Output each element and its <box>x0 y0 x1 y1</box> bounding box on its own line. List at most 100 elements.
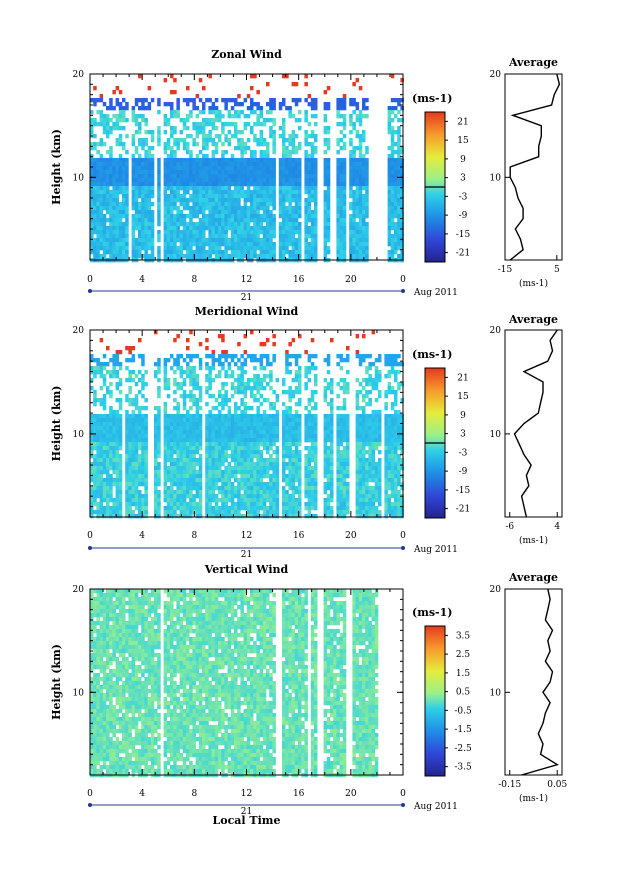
heatmap-cell <box>391 206 395 210</box>
heatmap-cell <box>176 234 180 238</box>
heatmap-cell <box>205 402 209 406</box>
heatmap-cell <box>237 242 241 246</box>
heatmap-cell <box>215 458 219 462</box>
heatmap-cell <box>176 386 180 390</box>
heatmap-cell <box>349 122 353 126</box>
heatmap-cell <box>173 430 177 434</box>
heatmap-cell <box>186 414 190 418</box>
heatmap-cell <box>192 446 196 450</box>
heatmap-cell <box>125 254 129 258</box>
heatmap-cell <box>93 178 97 182</box>
heatmap-cell <box>215 414 219 418</box>
heatmap-cell <box>282 250 286 254</box>
heatmap-cell <box>272 470 276 474</box>
heatmap-cell <box>103 450 107 454</box>
heatmap-cell <box>253 238 257 242</box>
heatmap-cell <box>308 162 312 166</box>
heatmap-cell <box>295 250 299 254</box>
heatmap-cell <box>292 422 296 426</box>
heatmap-cell <box>173 398 177 402</box>
heatmap-cell <box>221 394 225 398</box>
heatmap-cell <box>240 354 244 358</box>
heatmap-cell <box>247 182 251 186</box>
heatmap-cell <box>256 494 260 498</box>
heatmap-cell <box>122 146 126 150</box>
heatmap-cell <box>221 482 225 486</box>
heatmap-cell <box>276 430 280 434</box>
heatmap-cell <box>356 102 360 106</box>
heatmap-cell <box>103 230 107 234</box>
heatmap-cell <box>196 134 200 138</box>
heatmap-cell <box>292 190 296 194</box>
heatmap-cell <box>359 222 363 226</box>
heatmap-cell <box>189 242 193 246</box>
heatmap-cell <box>132 442 136 446</box>
heatmap-cell <box>247 122 251 126</box>
heatmap-cell <box>349 194 353 198</box>
heatmap-cell <box>247 174 251 178</box>
heatmap-cell <box>100 466 104 470</box>
heatmap-cell <box>260 142 264 146</box>
heatmap-cell <box>202 130 206 134</box>
heatmap-cell <box>260 110 264 114</box>
heatmap-cell <box>109 422 113 426</box>
heatmap-cell <box>244 438 248 442</box>
heatmap-cell <box>311 174 315 178</box>
heatmap-cell <box>397 234 401 238</box>
heatmap-cell <box>221 226 225 230</box>
heatmap-cell <box>343 238 347 242</box>
heatmap-cell <box>311 490 315 494</box>
heatmap-cell <box>224 446 228 450</box>
heatmap-cell <box>327 142 331 146</box>
heatmap-cell <box>109 126 113 130</box>
heatmap-cell <box>164 166 168 170</box>
heatmap-cell <box>237 158 241 162</box>
heatmap-cell <box>199 486 203 490</box>
heatmap-cell <box>391 130 395 134</box>
heatmap-cell <box>314 454 318 458</box>
heatmap-cell <box>237 166 241 170</box>
heatmap-cell <box>189 166 193 170</box>
heatmap-cell <box>263 366 267 370</box>
heatmap-cell <box>340 186 344 190</box>
heatmap-cell <box>112 222 116 226</box>
heatmap-cell <box>125 234 129 238</box>
heatmap-cell <box>125 486 129 490</box>
heatmap-cell <box>186 338 190 342</box>
heatmap-cell <box>336 230 340 234</box>
heatmap-cell <box>285 478 289 482</box>
heatmap-cell <box>327 250 331 254</box>
heatmap-cell <box>324 206 328 210</box>
heatmap-cell <box>263 118 267 122</box>
heatmap-cell <box>327 450 331 454</box>
heatmap-cell <box>272 98 276 102</box>
heatmap-cell <box>308 354 312 358</box>
heatmap-cell <box>237 478 241 482</box>
heatmap-cell <box>183 118 187 122</box>
heatmap-cell <box>336 150 340 154</box>
heatmap-cell <box>164 234 168 238</box>
heatmap-cell <box>266 242 270 246</box>
heatmap-cell <box>119 102 123 106</box>
heatmap-cell <box>180 234 184 238</box>
heatmap-cell <box>269 454 273 458</box>
heatmap-cell <box>228 454 232 458</box>
heatmap-cell <box>151 202 155 206</box>
heatmap-cell <box>144 250 148 254</box>
heatmap-cell <box>186 462 190 466</box>
heatmap-cell <box>183 390 187 394</box>
heatmap-cell <box>138 226 142 230</box>
heatmap-cell <box>244 454 248 458</box>
heatmap-cell <box>394 142 398 146</box>
heatmap-cell <box>295 182 299 186</box>
heatmap-cell <box>288 486 292 490</box>
heatmap-cell <box>231 446 235 450</box>
heatmap-cell <box>205 198 209 202</box>
heatmap-cell <box>256 470 260 474</box>
heatmap-cell <box>388 222 392 226</box>
heatmap-cell <box>285 362 289 366</box>
heatmap-cell <box>237 226 241 230</box>
heatmap-cell <box>221 462 225 466</box>
heatmap-cell <box>298 230 302 234</box>
heatmap-cell <box>90 214 94 218</box>
